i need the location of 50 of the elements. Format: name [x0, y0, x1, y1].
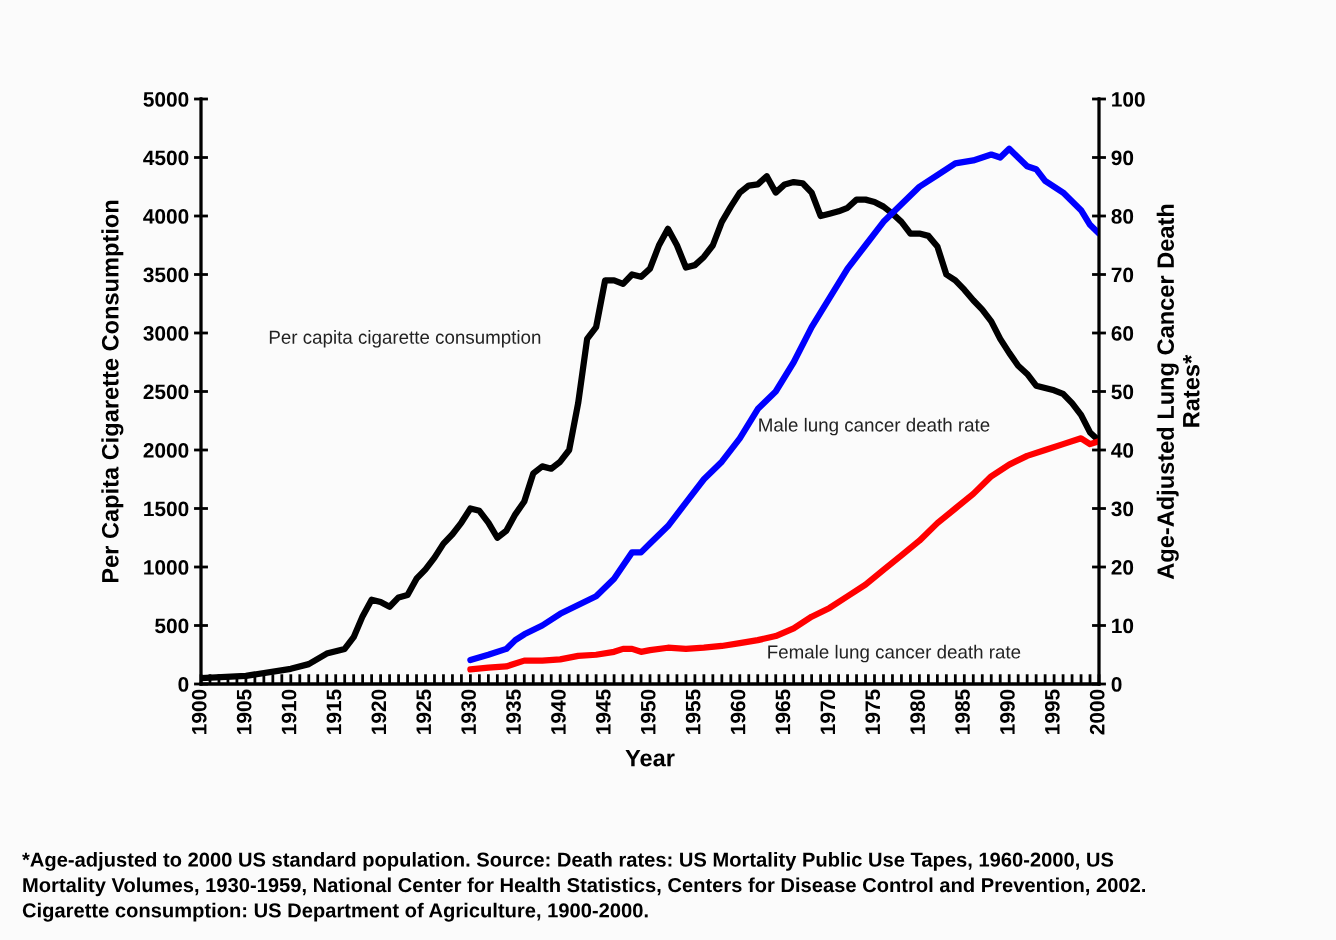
x-tick-label: 1955: [685, 689, 701, 734]
text: Per capita cigarette consumption: [269, 330, 541, 348]
y-tick-label: 3500: [143, 267, 189, 283]
y-tick-label: 1500: [144, 501, 189, 517]
y-tick-label: 2500: [143, 384, 189, 400]
y2-tick-label: 70: [1111, 267, 1134, 283]
x-tick-label: 1995: [1044, 689, 1060, 734]
y2-tick-label: 10: [1112, 618, 1134, 634]
x-tick-label: 1910: [281, 689, 297, 734]
y2-axis-title: Age-Adjusted Lung Cancer Death Rates*: [1156, 204, 1200, 580]
x-tick-label: 1950: [640, 689, 656, 734]
x-tick-label: 1900: [191, 689, 207, 734]
x-tick-label: 2000: [1089, 689, 1105, 735]
y2-tick-label: 60: [1111, 326, 1134, 341]
x-tick-label: 1920: [371, 689, 387, 734]
x-tick-label: 1985: [955, 689, 970, 734]
x-tick-label: 1965: [775, 689, 791, 734]
text: *Age-adjusted to 2000 US standard population. Source: Death rates: US Mortality Public Use Tapes, 1960-2000, US Mortality Volumes, 1930-1959, National Center for Health Statistics, Centers for Disease Control and Prevention, 2002. Cigarette consumption: US Department of Agriculture, 1900-2000.: [22, 852, 1146, 922]
x-tick-label: 1905: [236, 689, 252, 734]
y2-tick-label: 90: [1111, 150, 1134, 166]
x-axis-title: Year: [625, 749, 675, 767]
x-tick-label: 1925: [416, 689, 432, 734]
y-tick-label: 500: [155, 618, 189, 634]
x-tick-label: 1990: [1000, 689, 1015, 734]
x-tick-label: 1980: [910, 689, 925, 734]
y2-tick-label: 0: [1111, 677, 1122, 692]
y2-tick-label: 80: [1111, 209, 1134, 224]
y-tick-label: 2000: [143, 443, 189, 458]
x-tick-label: 1915: [326, 689, 342, 734]
x-tick-label: 1940: [551, 689, 566, 734]
x-tick-label: 1945: [595, 689, 611, 734]
y-tick-label: 5000: [143, 92, 189, 107]
y-tick-label: 1000: [144, 560, 189, 575]
x-tick-label: 1970: [820, 689, 836, 734]
x-tick-label: 1935: [506, 689, 521, 734]
y2-tick-label: 40: [1111, 443, 1134, 458]
x-tick-label: 1975: [865, 689, 881, 734]
y-tick-label: 4000: [143, 209, 189, 224]
y2-tick-label: 100: [1112, 92, 1145, 107]
y-axis-title: Per Capita Cigarette Consumption: [101, 200, 124, 583]
y-tick-label: 4500: [143, 150, 189, 166]
series-label: Male lung cancer death rate: [759, 417, 990, 436]
x-tick-label: 1930: [461, 689, 477, 734]
series-label: Female lung cancer death rate: [768, 644, 1021, 663]
y2-tick-label: 50: [1111, 384, 1134, 400]
y2-tick-label: 30: [1111, 501, 1134, 517]
y2-tick-label: 20: [1111, 560, 1134, 575]
y-tick-label: 3000: [143, 326, 189, 341]
y-tick-label: 0: [178, 677, 189, 692]
x-tick-label: 1960: [730, 689, 746, 734]
